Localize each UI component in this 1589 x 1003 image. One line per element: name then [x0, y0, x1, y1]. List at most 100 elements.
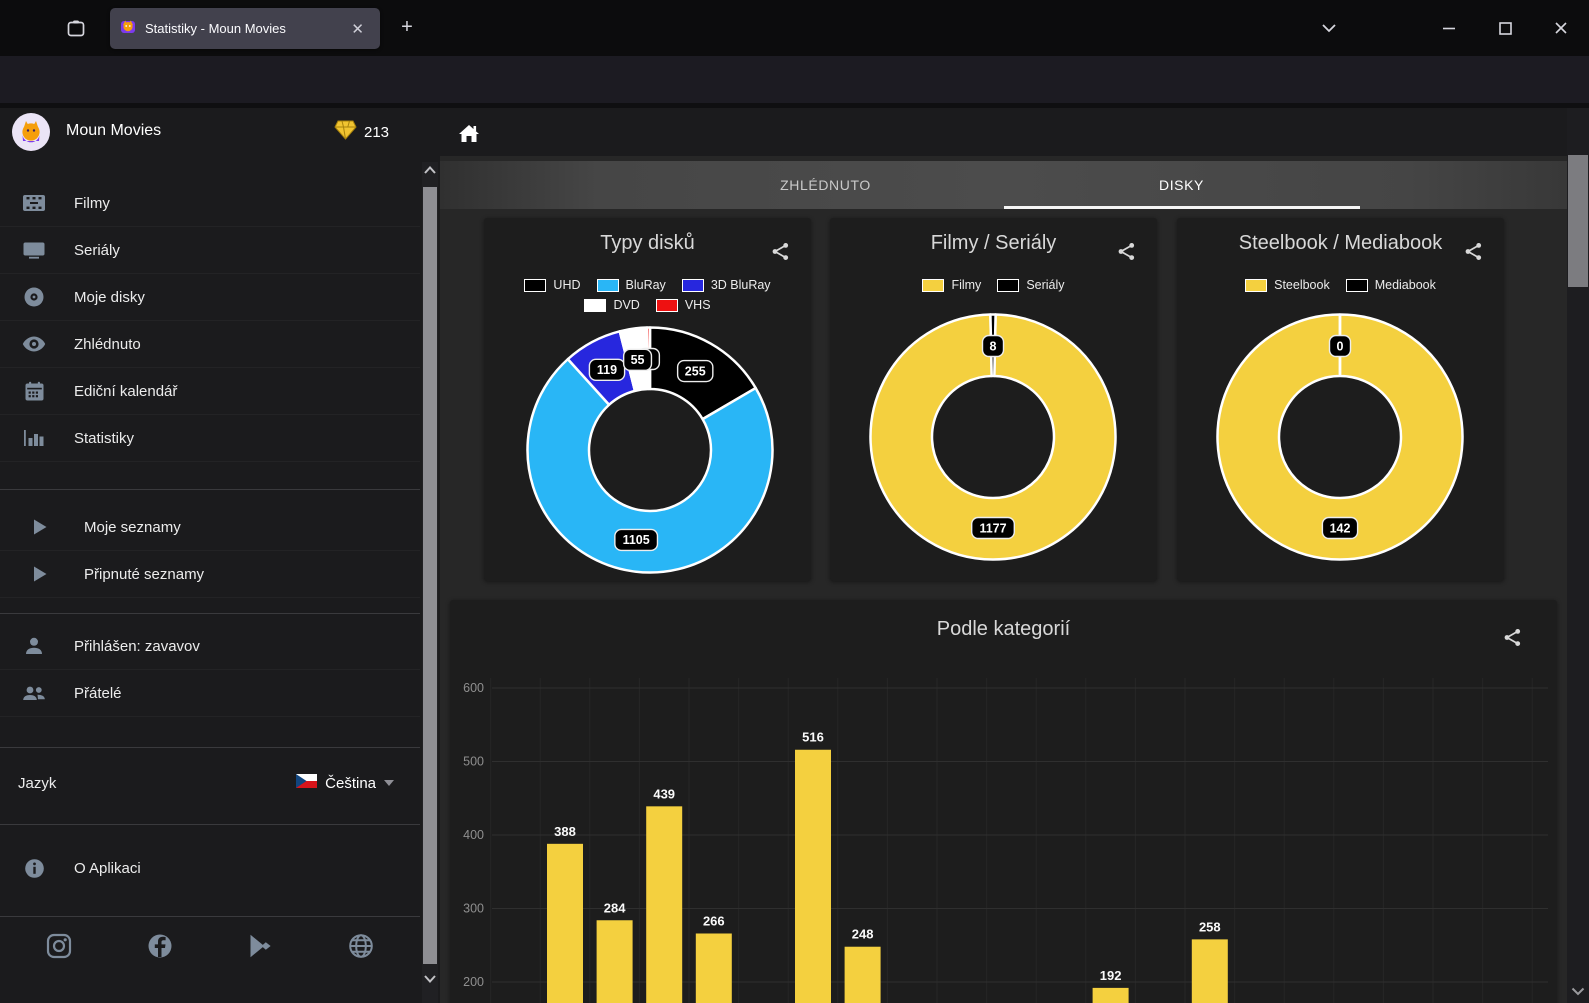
sidebar-divider — [0, 613, 420, 614]
legend-item[interactable]: DVD — [584, 298, 640, 312]
sidebar-item-logged-in-user[interactable]: Přihlášen: zavavov — [0, 623, 420, 670]
sidebar-item-moje-seznamy[interactable]: Moje seznamy — [0, 504, 420, 551]
svg-text:8: 8 — [990, 339, 997, 353]
home-button[interactable] — [452, 117, 486, 149]
svg-text:500: 500 — [463, 755, 484, 769]
sidebar-scrollbar-thumb[interactable] — [423, 187, 437, 964]
website-globe-icon[interactable] — [348, 933, 374, 964]
sidebar-item-pripnute-seznamy[interactable]: Připnuté seznamy — [0, 551, 420, 598]
sidebar-item-serialy[interactable]: Seriály — [0, 227, 420, 274]
eye-icon — [20, 336, 48, 352]
language-row: Jazyk Čeština — [0, 759, 420, 807]
language-selector[interactable]: Čeština — [296, 773, 394, 793]
gems-counter[interactable]: 213 — [334, 120, 389, 144]
svg-text:119: 119 — [597, 363, 617, 377]
svg-text:600: 600 — [463, 681, 484, 695]
legend-item[interactable]: Filmy — [922, 278, 981, 292]
firefox-view-icon[interactable] — [58, 14, 94, 44]
main-scrollbar[interactable] — [1567, 108, 1589, 1003]
donut-chart-steelbook-mediabook: 142 0 — [1216, 313, 1464, 561]
bar-chart-podle-kategorii: 600 500 400 300 200 388 284 439 266 516 248 192 258 — [463, 678, 1548, 1003]
legend-item[interactable]: UHD — [524, 278, 581, 292]
disc-icon — [20, 286, 48, 308]
app-logo-cat-avatar[interactable] — [12, 113, 50, 151]
tab-disky[interactable]: DISKY — [1003, 161, 1360, 209]
app-header: Moun Movies 213 — [0, 108, 1589, 156]
sidebar: Filmy Seriály Moje disky Zhlédnuto Edičn… — [0, 156, 440, 1003]
bar-chart-icon — [20, 428, 48, 448]
new-tab-button[interactable]: + — [401, 16, 413, 38]
share-icon[interactable] — [769, 240, 791, 262]
svg-text:300: 300 — [463, 902, 484, 916]
legend-item[interactable]: Mediabook — [1345, 278, 1436, 292]
sidebar-scrollbar[interactable] — [422, 162, 438, 1003]
legend-item[interactable]: Seriály — [997, 278, 1065, 292]
donut-chart-typy-disku: 255 1105 119 55 — [526, 326, 774, 574]
sidebar-item-pratele[interactable]: Přátelé — [0, 670, 420, 717]
people-icon — [20, 684, 48, 702]
scroll-down-icon[interactable] — [422, 971, 438, 987]
svg-text:200: 200 — [463, 975, 484, 989]
language-label: Jazyk — [18, 774, 57, 792]
instagram-icon[interactable] — [46, 933, 72, 964]
svg-text:142: 142 — [1330, 521, 1351, 535]
share-icon[interactable] — [1462, 240, 1484, 262]
sidebar-divider — [0, 916, 420, 917]
sidebar-item-statistiky[interactable]: Statistiky — [0, 415, 420, 462]
calendar-icon — [20, 381, 48, 402]
play-arrow-icon — [26, 518, 54, 536]
czech-flag-icon — [296, 773, 318, 793]
card-title: Podle kategorií — [936, 618, 1071, 640]
svg-text:388: 388 — [554, 824, 576, 839]
gem-diamond-icon — [334, 120, 357, 144]
browser-titlebar: Statistiky - Moun Movies ✕ + — [0, 0, 1589, 56]
svg-text:284: 284 — [604, 900, 626, 915]
sidebar-divider — [0, 747, 420, 748]
svg-text:248: 248 — [852, 927, 874, 942]
window-controls — [1421, 0, 1589, 56]
card-steelbook-mediabook: Steelbook / Mediabook Steelbook Mediaboo… — [1177, 218, 1504, 581]
legend-item[interactable]: BluRay — [596, 278, 666, 292]
tab-favicon-cat-icon — [120, 18, 136, 39]
scroll-down-icon[interactable] — [1567, 981, 1589, 1001]
chart-legend: UHD BluRay 3D BluRay DVD VHS — [492, 278, 803, 312]
sidebar-item-moje-disky[interactable]: Moje disky — [0, 274, 420, 321]
card-typy-disku: Typy disků UHD BluRay 3D BluRay DVD VHS … — [484, 218, 811, 581]
svg-text:266: 266 — [703, 913, 725, 928]
facebook-icon[interactable] — [147, 933, 173, 964]
legend-item[interactable]: Steelbook — [1245, 278, 1330, 292]
gems-count: 213 — [364, 123, 390, 141]
card-podle-kategorii: 600 500 400 300 200 388 284 439 266 516 248 192 258 … — [450, 600, 1557, 1003]
chart-legend: Steelbook Mediabook — [1185, 278, 1496, 292]
share-icon[interactable] — [1501, 626, 1523, 648]
share-icon[interactable] — [1115, 240, 1137, 262]
browser-tab-active[interactable]: Statistiky - Moun Movies ✕ — [110, 8, 380, 49]
minimize-button[interactable] — [1421, 8, 1477, 48]
legend-item[interactable]: 3D BluRay — [681, 278, 771, 292]
card-title: Typy disků — [600, 232, 695, 254]
legend-item[interactable]: VHS — [655, 298, 711, 312]
main-scrollbar-thumb[interactable] — [1568, 155, 1588, 287]
chart-legend: Filmy Seriály — [838, 278, 1149, 292]
language-value: Čeština — [325, 774, 376, 792]
scroll-up-icon[interactable] — [422, 162, 438, 178]
maximize-button[interactable] — [1477, 8, 1533, 48]
google-play-icon[interactable] — [248, 933, 273, 964]
sidebar-divider — [0, 824, 420, 825]
person-icon — [20, 636, 48, 656]
tab-zhlednuto[interactable]: ZHLÉDNUTO — [780, 177, 871, 193]
list-all-tabs-chevron-icon[interactable] — [1309, 8, 1349, 48]
svg-text:1177: 1177 — [979, 521, 1006, 535]
social-links — [0, 923, 420, 973]
sidebar-item-o-aplikaci[interactable]: O Aplikaci — [0, 845, 420, 892]
card-filmy-serialy: Filmy / Seriály Filmy Seriály 1177 8 — [830, 218, 1157, 581]
info-icon — [20, 858, 48, 879]
sidebar-item-filmy[interactable]: Filmy — [0, 180, 420, 227]
svg-text:55: 55 — [631, 353, 645, 367]
tab-close-icon[interactable]: ✕ — [351, 20, 364, 38]
close-window-button[interactable] — [1533, 8, 1589, 48]
svg-text:1105: 1105 — [623, 533, 650, 547]
sidebar-item-zhlednuto[interactable]: Zhlédnuto — [0, 321, 420, 368]
sidebar-item-edicni-kalendar[interactable]: Ediční kalendář — [0, 368, 420, 415]
play-arrow-icon — [26, 565, 54, 583]
